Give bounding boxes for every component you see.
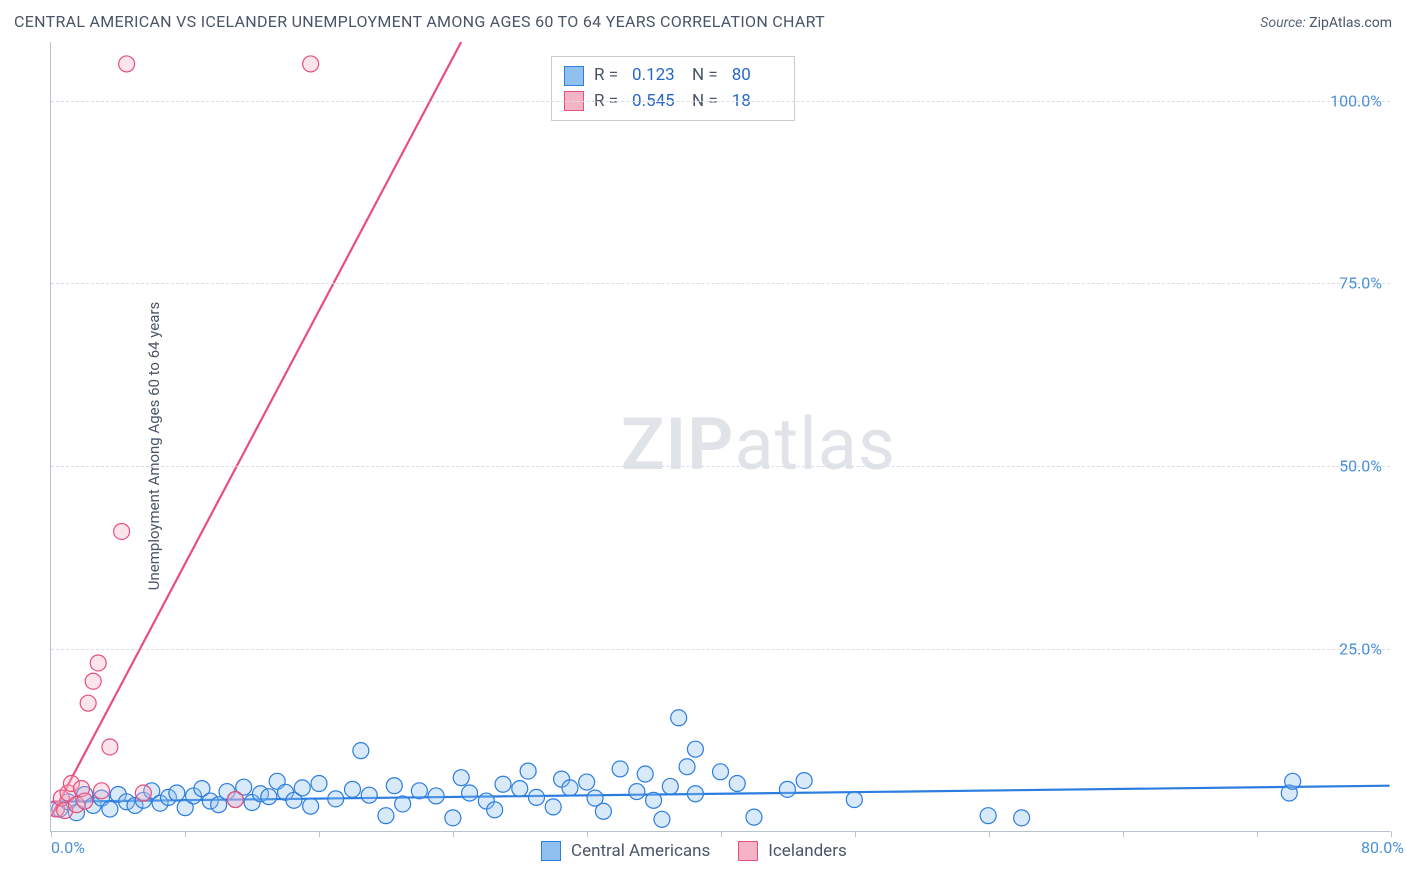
y-tick-label: 75.0%: [1339, 274, 1382, 293]
n-value-central: 80: [732, 63, 782, 89]
y-tick-label: 50.0%: [1339, 457, 1382, 476]
x-tick: [1391, 831, 1392, 837]
gridline: [51, 649, 1390, 650]
x-tick-label: 0.0%: [51, 838, 85, 857]
x-tick: [453, 831, 454, 837]
legend-item-central: Central Americans: [541, 841, 710, 861]
gridline: [51, 283, 1390, 284]
n-label: N =: [692, 63, 718, 89]
x-tick: [319, 831, 320, 837]
x-tick: [721, 831, 722, 837]
y-tick-label: 25.0%: [1339, 640, 1382, 659]
x-tick: [1257, 831, 1258, 837]
header-row: CENTRAL AMERICAN VS ICELANDER UNEMPLOYME…: [14, 12, 1392, 31]
x-tick: [989, 831, 990, 837]
chart-title: CENTRAL AMERICAN VS ICELANDER UNEMPLOYME…: [14, 12, 825, 31]
watermark: ZIPatlas: [621, 402, 896, 487]
x-tick-label: 80.0%: [1361, 838, 1404, 857]
gridline: [51, 101, 1390, 102]
legend-label-icelander: Icelanders: [768, 841, 846, 861]
source-value: ZipAtlas.com: [1309, 15, 1392, 31]
series-legend: Central Americans Icelanders: [541, 841, 847, 861]
source-attribution: Source: ZipAtlas.com: [1260, 15, 1392, 31]
legend-row-central: R = 0.123 N = 80: [564, 63, 782, 89]
legend-label-central: Central Americans: [571, 841, 710, 861]
correlation-legend: R = 0.123 N = 80 R = 0.545 N = 18: [551, 56, 795, 121]
swatch-icelander-bottom: [738, 841, 758, 861]
gridline: [51, 466, 1390, 467]
swatch-central-bottom: [541, 841, 561, 861]
x-tick: [855, 831, 856, 837]
chart-svg: [51, 42, 1390, 831]
r-label: R =: [594, 63, 618, 89]
source-label: Source:: [1260, 15, 1305, 31]
watermark-zip: ZIP: [621, 402, 734, 487]
x-tick: [1123, 831, 1124, 837]
watermark-atlas: atlas: [734, 402, 896, 487]
plot-area: ZIPatlas R = 0.123 N = 80 R = 0.545 N = …: [50, 42, 1390, 832]
r-value-central: 0.123: [632, 63, 682, 89]
swatch-central: [564, 66, 584, 86]
y-tick-label: 100.0%: [1330, 91, 1382, 110]
legend-item-icelander: Icelanders: [738, 841, 846, 861]
x-tick: [51, 831, 52, 837]
x-tick: [185, 831, 186, 837]
x-tick: [587, 831, 588, 837]
